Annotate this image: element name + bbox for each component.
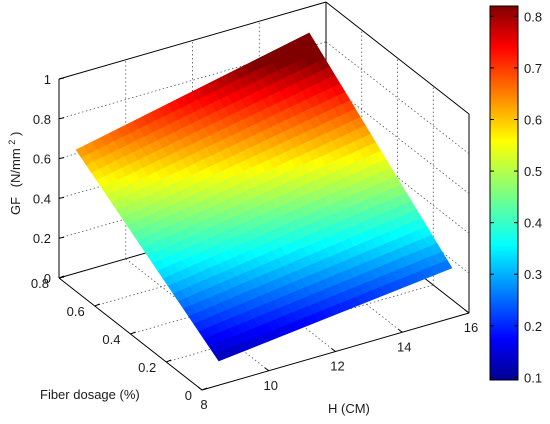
y-tick-mark (94, 303, 100, 307)
y-axis-label: Fiber dosage (%) (40, 387, 140, 402)
colorbar-tick-label: 0.1 (524, 370, 542, 385)
colorbar-tick-label: 0.5 (524, 164, 542, 179)
colorbar-tick-label: 0.4 (524, 216, 542, 231)
z-axis-label-close: ) (8, 132, 23, 136)
z-tick-mark (58, 196, 65, 199)
surface (75, 32, 453, 362)
z-tick-mark (58, 157, 65, 160)
z-tick-label: 0 (44, 271, 51, 286)
x-tick-mark (197, 386, 203, 391)
y-tick-label: 0.8 (31, 276, 49, 291)
z-tick-label: 0.4 (33, 191, 51, 206)
x-axis-label: H (CM) (328, 401, 370, 416)
y-tick-label: 0.4 (102, 332, 120, 347)
colorbar-tick-label: 0.2 (524, 319, 542, 334)
colorbar-tick-label: 0.7 (524, 61, 542, 76)
z-tick-mark (58, 117, 65, 120)
x-tick-label: 8 (200, 397, 207, 412)
y-tick-mark (201, 387, 208, 391)
z-tick-mark (58, 236, 65, 239)
x-tick-label: 12 (330, 359, 344, 374)
x-tick-mark (264, 367, 270, 372)
x-tick-mark (331, 348, 336, 352)
axis-edge-top-right (325, 1, 470, 115)
z-axis-label-unit: (N/mm (8, 148, 23, 187)
colorbar-tick-label: 0.3 (524, 267, 542, 282)
x-tick-label: 14 (397, 339, 411, 354)
y-tick-mark (130, 331, 136, 335)
z-axis-label: GF (N/mm 2 ) (3, 132, 23, 215)
z-tick-label: 0.2 (33, 231, 51, 246)
colorbar-gradient (489, 5, 519, 381)
y-tick-label: 0.6 (67, 304, 85, 319)
y-tick-mark (166, 359, 172, 363)
z-axis-label-main: GF (8, 197, 23, 215)
z-tick-label: 0.6 (33, 152, 51, 167)
x-tick-label: 16 (464, 320, 478, 335)
x-tick-mark (464, 309, 470, 314)
y-tick-label: 0 (185, 388, 192, 403)
colorbar-tick-label: 0.6 (524, 112, 542, 127)
z-axis-ticks: 0 0.2 0.4 0.6 0.8 1 (33, 72, 65, 286)
y-tick-mark (58, 275, 65, 279)
colorbar-ticks: 0.1 0.2 0.3 0.4 0.5 0.6 0.7 0.8 (490, 9, 542, 385)
colorbar: 0.1 0.2 0.3 0.4 0.5 0.6 0.7 0.8 (489, 5, 542, 385)
y-axis-ticks: 0 0.2 0.4 0.6 0.8 (31, 275, 208, 403)
x-tick-mark (397, 328, 403, 333)
x-tick-label: 10 (264, 378, 278, 393)
colorbar-tick-label: 0.8 (524, 9, 542, 24)
x-axis-ticks: 8 10 12 14 16 (197, 309, 478, 412)
z-tick-mark (58, 77, 65, 80)
axis-edge-top-back (58, 1, 327, 80)
z-tick-label: 0.8 (33, 112, 51, 127)
surface-patch (300, 32, 315, 46)
z-axis-label-sup: 2 (7, 140, 17, 145)
z-tick-label: 1 (44, 72, 51, 87)
y-tick-label: 0.2 (138, 360, 156, 375)
